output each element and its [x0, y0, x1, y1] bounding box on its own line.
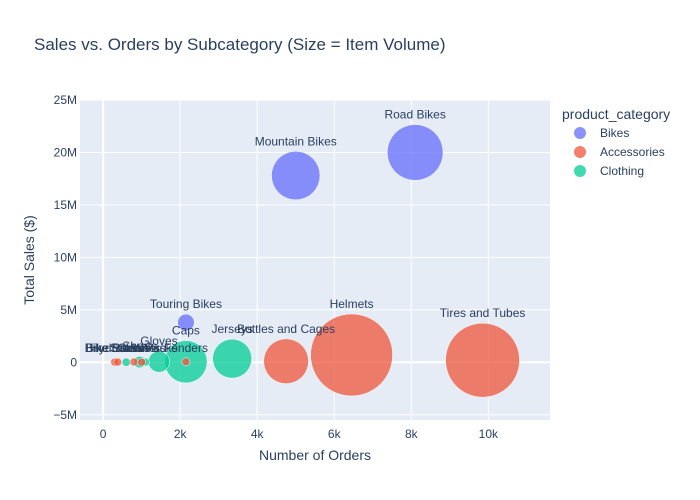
bubble-label-vests: Vests: [131, 341, 160, 355]
bubble-label-tires-and-tubes: Tires and Tubes: [440, 306, 526, 320]
legend-label-accessories: Accessories: [600, 145, 665, 159]
y-axis-title: Total Sales ($): [21, 215, 37, 304]
chart-title: Sales vs. Orders by Subcategory (Size = …: [34, 35, 445, 54]
ticks: 0 2k 4k 6k 8k 10k −5M 0 5M 10M 15M 20M 25M: [53, 93, 499, 441]
legend-marker-bikes: [574, 127, 586, 139]
bubble-socks[interactable]: [121, 357, 131, 367]
bubble-label-socks: Socks: [110, 341, 143, 355]
bubble-label-mountain-bikes: Mountain Bikes: [255, 134, 337, 148]
bubble-label-jerseys: Jerseys: [212, 322, 253, 336]
bubbles: [110, 124, 520, 398]
bubble-label-hydration-packs: Hydration Packs: [90, 341, 177, 355]
bubble-label-road-bikes: Road Bikes: [384, 108, 445, 122]
x-tick-label: 6k: [328, 427, 342, 441]
bubble-label-cleaners: Cleaners: [118, 341, 166, 355]
y-tick-label: −5M: [53, 408, 77, 422]
legend-title: product_category: [562, 106, 670, 122]
y-tick-label: 0: [70, 355, 77, 369]
bubble-label-bike-stands: Bike Stands: [86, 341, 150, 355]
y-tick-label: 25M: [54, 93, 77, 107]
bubble-label-bike-racks: Bike Racks: [85, 341, 145, 355]
bubble-road-bikes[interactable]: [386, 124, 444, 181]
bubble-hydration-packs[interactable]: [129, 357, 139, 367]
x-tick-label: 4k: [251, 427, 265, 441]
x-tick-label: 2k: [174, 427, 188, 441]
legend-marker-accessories: [574, 146, 586, 158]
x-tick-label: 0: [100, 427, 107, 441]
bubble-jerseys[interactable]: [212, 338, 252, 379]
bubble-label-caps: Caps: [172, 324, 200, 338]
bubble-fenders[interactable]: [181, 357, 191, 367]
bubble-cleaners[interactable]: [137, 357, 146, 367]
bubble-label-bottles-and-cages: Bottles and Cages: [237, 322, 335, 336]
legend-label-clothing: Clothing: [600, 164, 644, 178]
y-tick-label: 15M: [54, 198, 77, 212]
legend-item-accessories[interactable]: Accessories: [574, 145, 665, 159]
x-tick-label: 8k: [405, 427, 419, 441]
bubble-label-helmets: Helmets: [330, 297, 374, 311]
bubble-label-touring-bikes: Touring Bikes: [150, 297, 222, 311]
y-tick-label: 10M: [54, 250, 77, 264]
legend-marker-clothing: [574, 165, 586, 177]
bubble-touring-bikes[interactable]: [177, 313, 195, 332]
bubble-helmets[interactable]: [310, 313, 393, 397]
legend-label-bikes: Bikes: [600, 126, 629, 140]
bubble-tires-and-tubes[interactable]: [445, 322, 520, 398]
legend[interactable]: product_category Bikes Accessories Clothin…: [562, 106, 670, 178]
legend-item-clothing[interactable]: Clothing: [574, 164, 644, 178]
bubble-label-fenders: Fenders: [164, 341, 208, 355]
bubble-label-gloves: Gloves: [140, 334, 177, 348]
legend-item-bikes[interactable]: Bikes: [574, 126, 629, 140]
x-axis-title: Number of Orders: [259, 447, 371, 463]
y-tick-label: 5M: [60, 303, 77, 317]
bubble-labels: Helmets Tires and Tubes Road Bikes Mountain…: [85, 108, 526, 356]
bubble-mountain-bikes[interactable]: [271, 151, 321, 201]
bubble-bottles-and-cages[interactable]: [263, 338, 309, 384]
x-tick-label: 10k: [479, 427, 499, 441]
bubble-label-shorts: Shorts: [122, 339, 157, 353]
bubble-bike-stands[interactable]: [113, 357, 123, 367]
y-tick-label: 20M: [54, 145, 77, 159]
